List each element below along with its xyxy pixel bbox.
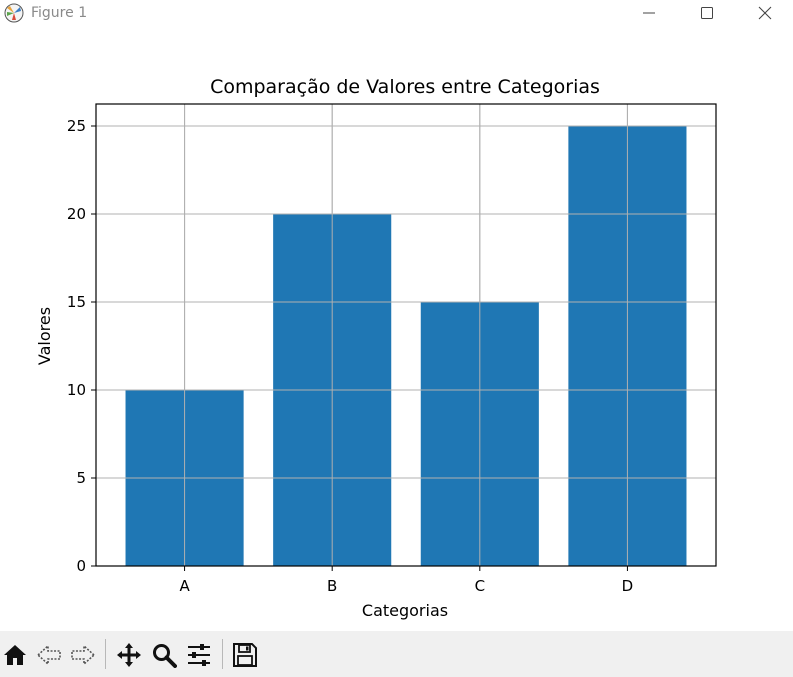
toolbar-separator [222, 639, 223, 669]
toolbar-separator [105, 639, 106, 669]
y-tick-label: 5 [76, 469, 86, 487]
axes: 0 5 10 15 20 25 A B C D [67, 103, 717, 595]
minimize-button[interactable] [626, 0, 672, 26]
x-axis-label: Categorias [362, 601, 448, 620]
y-tick-label: 0 [76, 557, 86, 575]
y-tick-label: 15 [67, 293, 86, 311]
maximize-button[interactable] [684, 0, 730, 26]
title-bar: Figure 1 [0, 0, 793, 26]
bars [125, 126, 687, 566]
y-tick-label: 25 [67, 117, 86, 135]
x-tick-label: C [475, 577, 485, 595]
configure-subplots-icon [188, 644, 210, 666]
back-icon [36, 644, 61, 666]
pan-icon [117, 643, 141, 667]
axes-frame [95, 103, 717, 567]
bar-chart: Comparação de Valores entre Categorias 0… [35, 76, 717, 620]
matplotlib-app-icon [4, 3, 24, 23]
save-icon [233, 643, 257, 667]
configure-subplots-button[interactable] [184, 640, 214, 670]
navigation-toolbar [0, 631, 793, 677]
minimize-icon [643, 12, 655, 14]
home-button[interactable] [0, 640, 30, 670]
chart-title: Comparação de Valores entre Categorias [210, 76, 600, 98]
home-icon [4, 645, 26, 665]
maximize-icon [701, 7, 713, 19]
zoom-icon [153, 644, 177, 668]
x-tick-label: B [327, 577, 337, 595]
y-tick-label: 10 [67, 381, 86, 399]
y-tick-label: 20 [67, 205, 86, 223]
figure-canvas: Comparação de Valores entre Categorias 0… [0, 26, 793, 631]
forward-icon [71, 644, 96, 666]
y-axis-label: Valores [35, 307, 54, 365]
save-button[interactable] [230, 640, 260, 670]
x-tick-label: D [622, 577, 634, 595]
close-button[interactable] [742, 0, 788, 26]
forward-button[interactable] [68, 640, 98, 670]
window-title: Figure 1 [31, 5, 88, 21]
close-icon [758, 6, 772, 20]
zoom-button[interactable] [149, 640, 179, 670]
pan-button[interactable] [114, 640, 144, 670]
x-tick-label: A [179, 577, 190, 595]
back-button[interactable] [34, 640, 64, 670]
